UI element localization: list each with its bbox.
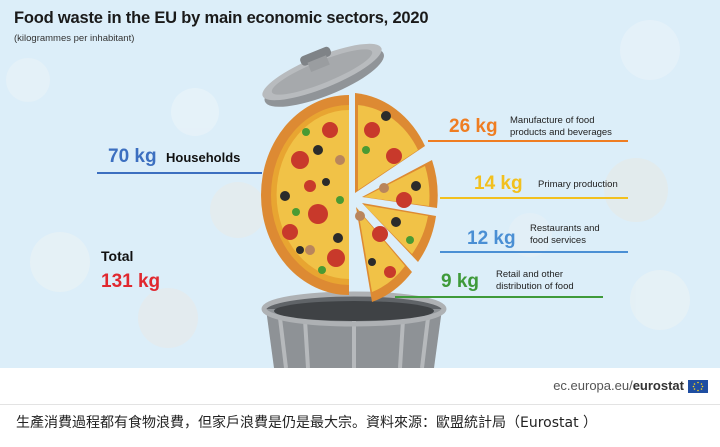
restaurants-label: Restaurants and food services: [530, 223, 600, 247]
total-value: 131 kg: [101, 271, 160, 293]
restaurants-value: 12 kg: [467, 229, 516, 248]
retail-label: Retail and other distribution of food: [496, 269, 574, 293]
source-link[interactable]: ec.europa.eu/eurostat: [553, 378, 684, 393]
primary-label: Primary production: [538, 179, 618, 191]
households-value: 70 kg: [108, 147, 157, 166]
retail-value: 9 kg: [441, 272, 479, 291]
manufacture-label: Manufacture of food products and beverag…: [510, 115, 612, 139]
households-label: Households: [166, 150, 240, 165]
image-caption: 生產消費過程都有食物浪費，但家戶浪費是仍是最大宗。資料來源：歐盟統計局（Euro…: [16, 412, 597, 432]
eu-flag-icon: [688, 380, 708, 393]
total-label: Total: [101, 248, 133, 264]
source-domain: ec.europa.eu/: [553, 378, 633, 393]
source-brand: eurostat: [633, 378, 684, 393]
divider: [0, 404, 720, 405]
manufacture-value: 26 kg: [449, 117, 498, 136]
primary-value: 14 kg: [474, 174, 523, 193]
chart-panel: Food waste in the EU by main economic se…: [0, 0, 720, 368]
